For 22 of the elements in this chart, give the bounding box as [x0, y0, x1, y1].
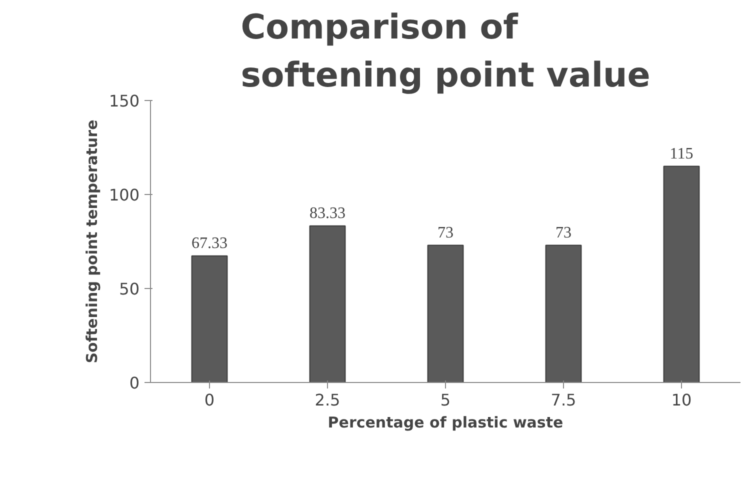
bar [663, 166, 700, 382]
y-tick-label: 100 [108, 186, 140, 204]
chart-title: Comparison of softening point value [240, 8, 650, 96]
x-axis-title: Percentage of plastic waste [328, 414, 564, 432]
x-tick-label: 0 [204, 390, 215, 410]
x-tick-label: 10 [671, 390, 692, 410]
bar [545, 244, 582, 382]
x-tick-label: 2.5 [314, 390, 340, 410]
data-label: 83.33 [310, 204, 346, 222]
y-tick-label: 50 [119, 280, 140, 298]
data-label: 67.33 [192, 234, 228, 252]
y-axis-title: Softening point temperature [82, 120, 101, 364]
x-tick-label: 7.5 [550, 390, 576, 410]
bar [191, 255, 228, 382]
y-tick-label: 150 [108, 92, 140, 110]
bar [427, 244, 464, 382]
x-tick-label: 5 [440, 390, 451, 410]
data-label: 73 [438, 224, 454, 242]
data-label: 73 [556, 224, 572, 242]
data-label: 115 [670, 145, 694, 162]
bar [309, 225, 346, 382]
y-tick-label: 0 [129, 374, 140, 392]
